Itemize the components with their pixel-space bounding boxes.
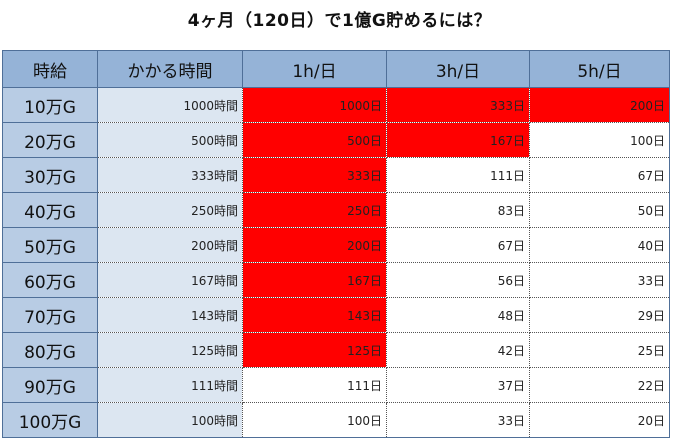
row-wage: 100万G [2,402,98,438]
cell-days-d5: 25日 [529,332,670,368]
cell-days-d3: 37日 [386,367,530,403]
cell-hours: 167時間 [97,262,243,298]
cell-days-d5: 40日 [529,227,670,263]
table-row: 60万G 167時間 167日 56日 33日 [2,262,670,298]
cell-hours: 100時間 [97,402,243,438]
cell-days-d5: 100日 [529,122,670,158]
cell-hours: 500時間 [97,122,243,158]
cell-hours: 200時間 [97,227,243,263]
cell-days-d5: 29日 [529,297,670,333]
table-row: 90万G 111時間 111日 37日 22日 [2,367,670,403]
page-title: 4ヶ月（120日）で1億G貯めるには？ [187,11,492,31]
cell-days-d1: 143日 [242,297,387,333]
table-row: 80万G 125時間 125日 42日 25日 [2,332,670,368]
header-5h-per-day: 5h/日 [529,50,670,88]
cell-hours: 143時間 [97,297,243,333]
cell-days-d5: 33日 [529,262,670,298]
cell-days-d1: 333日 [242,157,387,193]
cell-days-d3: 167日 [386,122,530,158]
cell-days-d1: 250日 [242,192,387,228]
cell-days-d1: 100日 [242,402,387,438]
savings-table: 時給 かかる時間 1h/日 3h/日 5h/日 10万G 1000時間 1000日 3… [2,50,670,438]
cell-days-d1: 500日 [242,122,387,158]
cell-days-d3: 56日 [386,262,530,298]
cell-days-d3: 48日 [386,297,530,333]
cell-days-d3: 33日 [386,402,530,438]
header-hours: かかる時間 [97,50,243,88]
row-wage: 60万G [2,262,98,298]
table-row: 50万G 200時間 200日 67日 40日 [2,227,670,263]
row-wage: 10万G [2,87,98,123]
cell-hours: 111時間 [97,367,243,403]
cell-hours: 1000時間 [97,87,243,123]
cell-days-d1: 125日 [242,332,387,368]
header-wage: 時給 [2,50,98,88]
cell-days-d5: 50日 [529,192,670,228]
table-row: 20万G 500時間 500日 167日 100日 [2,122,670,158]
cell-days-d1: 200日 [242,227,387,263]
cell-days-d3: 42日 [386,332,530,368]
row-wage: 90万G [2,367,98,403]
table-row: 40万G 250時間 250日 83日 50日 [2,192,670,228]
cell-hours: 333時間 [97,157,243,193]
table-row: 10万G 1000時間 1000日 333日 200日 [2,87,670,123]
row-wage: 70万G [2,297,98,333]
cell-days-d1: 167日 [242,262,387,298]
table-row: 30万G 333時間 333日 111日 67日 [2,157,670,193]
cell-days-d5: 200日 [529,87,670,123]
cell-days-d5: 67日 [529,157,670,193]
cell-days-d1: 1000日 [242,87,387,123]
cell-days-d3: 111日 [386,157,530,193]
cell-days-d3: 67日 [386,227,530,263]
row-wage: 80万G [2,332,98,368]
row-wage: 50万G [2,227,98,263]
cell-days-d3: 83日 [386,192,530,228]
header-row: 時給 かかる時間 1h/日 3h/日 5h/日 [2,50,670,88]
cell-days-d3: 333日 [386,87,530,123]
cell-days-d5: 20日 [529,402,670,438]
row-wage: 40万G [2,192,98,228]
table-row: 70万G 143時間 143日 48日 29日 [2,297,670,333]
cell-days-d1: 111日 [242,367,387,403]
header-1h-per-day: 1h/日 [242,50,387,88]
cell-days-d5: 22日 [529,367,670,403]
row-wage: 20万G [2,122,98,158]
header-3h-per-day: 3h/日 [386,50,530,88]
row-wage: 30万G [2,157,98,193]
cell-hours: 250時間 [97,192,243,228]
table-row: 100万G 100時間 100日 33日 20日 [2,402,670,438]
cell-hours: 125時間 [97,332,243,368]
